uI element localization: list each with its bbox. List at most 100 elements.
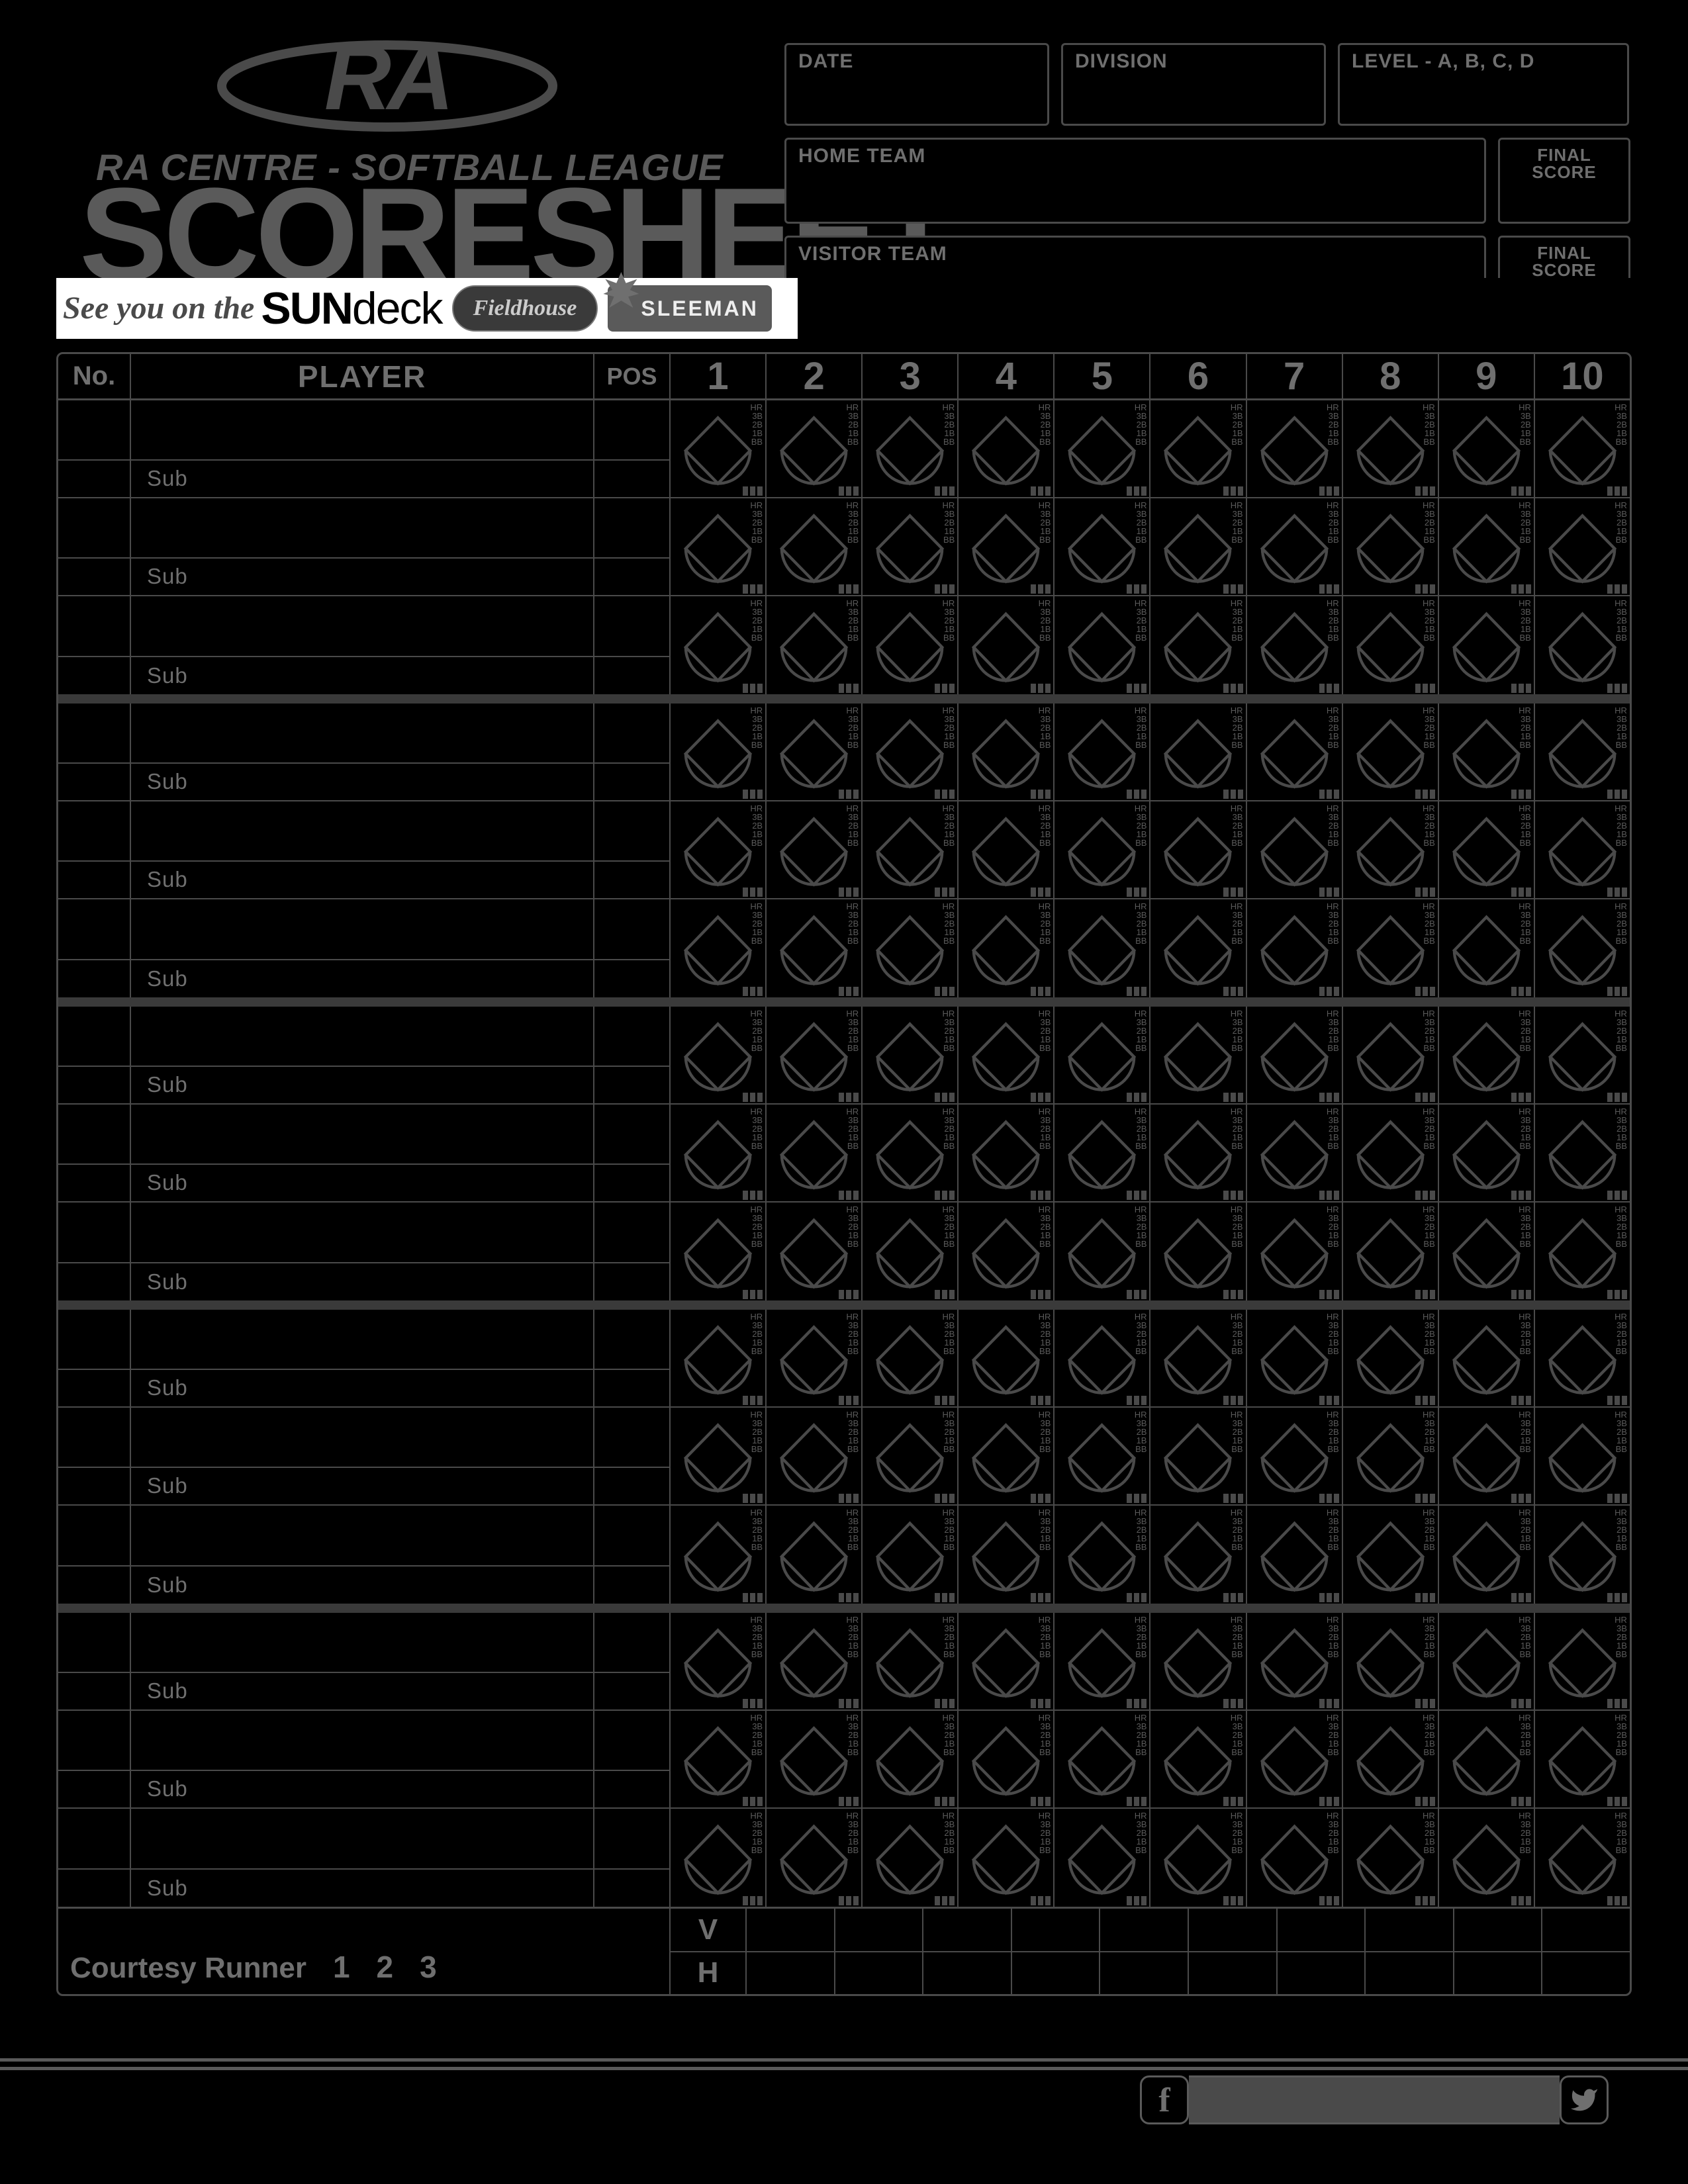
inning-cell[interactable]: HR3B2B1BBB [1055, 596, 1150, 694]
total-inn-10[interactable] [1542, 1909, 1630, 1994]
inning-cell[interactable]: HR3B2B1BBB [767, 400, 863, 497]
inning-cell[interactable]: HR3B2B1BBB [863, 1506, 959, 1604]
inning-cell[interactable]: HR3B2B1BBB [767, 801, 863, 898]
player-cell[interactable]: Sub [131, 1613, 594, 1709]
inning-cell[interactable]: HR3B2B1BBB [863, 1105, 959, 1201]
inning-cell[interactable]: HR3B2B1BBB [1535, 596, 1630, 694]
inning-cell[interactable]: HR3B2B1BBB [767, 1506, 863, 1604]
inning-cell[interactable]: HR3B2B1BBB [1247, 596, 1343, 694]
inning-cell[interactable]: HR3B2B1BBB [1055, 1506, 1150, 1604]
inning-cell[interactable]: HR3B2B1BBB [1439, 498, 1535, 595]
inning-cell[interactable]: HR3B2B1BBB [1150, 1203, 1246, 1300]
number-cell[interactable] [58, 1613, 131, 1709]
inning-cell[interactable]: HR3B2B1BBB [959, 1310, 1055, 1406]
inning-cell[interactable]: HR3B2B1BBB [959, 498, 1055, 595]
total-inn-4[interactable] [1012, 1909, 1101, 1994]
pos-cell[interactable] [594, 1408, 671, 1504]
inning-cell[interactable]: HR3B2B1BBB [1247, 1203, 1343, 1300]
inning-cell[interactable]: HR3B2B1BBB [1535, 1408, 1630, 1504]
inning-cell[interactable]: HR3B2B1BBB [1439, 801, 1535, 898]
number-cell[interactable] [58, 704, 131, 800]
player-cell[interactable]: Sub [131, 400, 594, 497]
inning-cell[interactable]: HR3B2B1BBB [1535, 1711, 1630, 1807]
inning-cell[interactable]: HR3B2B1BBB [1150, 801, 1246, 898]
inning-cell[interactable]: HR3B2B1BBB [863, 899, 959, 997]
inning-cell[interactable]: HR3B2B1BBB [1055, 704, 1150, 800]
player-cell[interactable]: Sub [131, 1203, 594, 1300]
inning-cell[interactable]: HR3B2B1BBB [1343, 400, 1439, 497]
inning-cell[interactable]: HR3B2B1BBB [1055, 899, 1150, 997]
inning-cell[interactable]: HR3B2B1BBB [1535, 801, 1630, 898]
total-inn-6[interactable] [1189, 1909, 1278, 1994]
inning-cell[interactable]: HR3B2B1BBB [671, 1408, 767, 1504]
total-inn-2[interactable] [835, 1909, 924, 1994]
number-cell[interactable] [58, 596, 131, 694]
inning-cell[interactable]: HR3B2B1BBB [1247, 1809, 1343, 1907]
pos-cell[interactable] [594, 899, 671, 997]
pos-cell[interactable] [594, 498, 671, 595]
player-cell[interactable]: Sub [131, 1809, 594, 1907]
inning-cell[interactable]: HR3B2B1BBB [1055, 400, 1150, 497]
inning-cell[interactable]: HR3B2B1BBB [1343, 1613, 1439, 1709]
inning-cell[interactable]: HR3B2B1BBB [1343, 1007, 1439, 1103]
player-cell[interactable]: Sub [131, 1408, 594, 1504]
total-inn-8[interactable] [1366, 1909, 1454, 1994]
inning-cell[interactable]: HR3B2B1BBB [671, 596, 767, 694]
inning-cell[interactable]: HR3B2B1BBB [1439, 596, 1535, 694]
inning-cell[interactable]: HR3B2B1BBB [959, 400, 1055, 497]
inning-cell[interactable]: HR3B2B1BBB [1150, 899, 1246, 997]
pos-cell[interactable] [594, 1613, 671, 1709]
inning-cell[interactable]: HR3B2B1BBB [767, 1007, 863, 1103]
inning-cell[interactable]: HR3B2B1BBB [671, 1203, 767, 1300]
inning-cell[interactable]: HR3B2B1BBB [1343, 1105, 1439, 1201]
total-inn-1[interactable] [747, 1909, 835, 1994]
inning-cell[interactable]: HR3B2B1BBB [1439, 400, 1535, 497]
inning-cell[interactable]: HR3B2B1BBB [1247, 1105, 1343, 1201]
inning-cell[interactable]: HR3B2B1BBB [1055, 1105, 1150, 1201]
number-cell[interactable] [58, 1203, 131, 1300]
home-final-score-field[interactable]: FINAL SCORE [1498, 138, 1630, 224]
inning-cell[interactable]: HR3B2B1BBB [1247, 1506, 1343, 1604]
inning-cell[interactable]: HR3B2B1BBB [1439, 1613, 1535, 1709]
inning-cell[interactable]: HR3B2B1BBB [1343, 1506, 1439, 1604]
inning-cell[interactable]: HR3B2B1BBB [1247, 1711, 1343, 1807]
inning-cell[interactable]: HR3B2B1BBB [863, 1310, 959, 1406]
inning-cell[interactable]: HR3B2B1BBB [863, 704, 959, 800]
inning-cell[interactable]: HR3B2B1BBB [1247, 1007, 1343, 1103]
inning-cell[interactable]: HR3B2B1BBB [1247, 1408, 1343, 1504]
inning-cell[interactable]: HR3B2B1BBB [1055, 1613, 1150, 1709]
pos-cell[interactable] [594, 1809, 671, 1907]
pos-cell[interactable] [594, 1105, 671, 1201]
number-cell[interactable] [58, 1711, 131, 1807]
date-field[interactable]: DATE [784, 43, 1049, 126]
inning-cell[interactable]: HR3B2B1BBB [863, 1711, 959, 1807]
inning-cell[interactable]: HR3B2B1BBB [1247, 498, 1343, 595]
level-field[interactable]: LEVEL - A, B, C, D [1338, 43, 1629, 126]
inning-cell[interactable]: HR3B2B1BBB [1055, 801, 1150, 898]
inning-cell[interactable]: HR3B2B1BBB [1055, 1007, 1150, 1103]
inning-cell[interactable]: HR3B2B1BBB [767, 596, 863, 694]
inning-cell[interactable]: HR3B2B1BBB [1535, 1613, 1630, 1709]
inning-cell[interactable]: HR3B2B1BBB [1535, 704, 1630, 800]
inning-cell[interactable]: HR3B2B1BBB [1150, 1408, 1246, 1504]
inning-cell[interactable]: HR3B2B1BBB [1535, 1310, 1630, 1406]
number-cell[interactable] [58, 1408, 131, 1504]
player-cell[interactable]: Sub [131, 1007, 594, 1103]
inning-cell[interactable]: HR3B2B1BBB [1150, 1105, 1246, 1201]
inning-cell[interactable]: HR3B2B1BBB [671, 1007, 767, 1103]
inning-cell[interactable]: HR3B2B1BBB [1150, 596, 1246, 694]
player-cell[interactable]: Sub [131, 704, 594, 800]
inning-cell[interactable]: HR3B2B1BBB [1055, 1310, 1150, 1406]
total-inn-9[interactable] [1454, 1909, 1543, 1994]
inning-cell[interactable]: HR3B2B1BBB [1247, 899, 1343, 997]
number-cell[interactable] [58, 1007, 131, 1103]
inning-cell[interactable]: HR3B2B1BBB [671, 498, 767, 595]
number-cell[interactable] [58, 1809, 131, 1907]
inning-cell[interactable]: HR3B2B1BBB [863, 400, 959, 497]
inning-cell[interactable]: HR3B2B1BBB [863, 498, 959, 595]
total-inn-5[interactable] [1100, 1909, 1189, 1994]
inning-cell[interactable]: HR3B2B1BBB [863, 1613, 959, 1709]
inning-cell[interactable]: HR3B2B1BBB [1055, 1711, 1150, 1807]
player-cell[interactable]: Sub [131, 899, 594, 997]
inning-cell[interactable]: HR3B2B1BBB [671, 899, 767, 997]
